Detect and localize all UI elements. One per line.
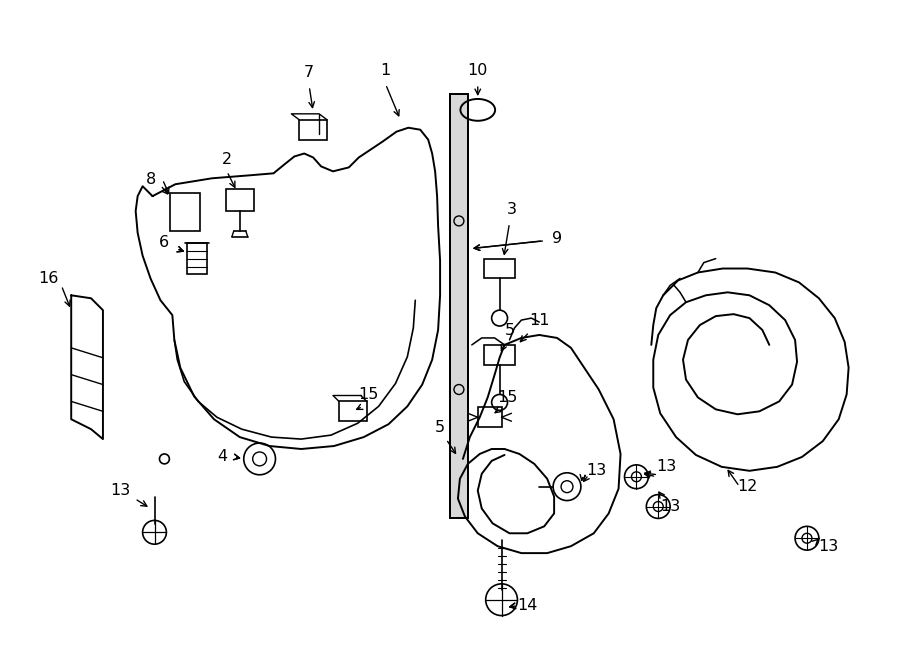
Bar	[483, 258, 516, 278]
Text: 11: 11	[529, 313, 550, 328]
Text: 10: 10	[468, 63, 488, 78]
Text: 13: 13	[660, 499, 680, 514]
Bar	[300, 120, 327, 139]
Bar	[170, 193, 200, 231]
Text: 9: 9	[552, 231, 562, 247]
Bar	[483, 345, 516, 365]
Text: 5: 5	[435, 420, 446, 435]
Text: 13: 13	[819, 539, 839, 554]
Text: 7: 7	[304, 65, 314, 80]
Bar	[187, 243, 207, 274]
Text: 13: 13	[656, 459, 676, 475]
Text: 13: 13	[111, 483, 130, 498]
Text: 14: 14	[518, 598, 537, 613]
Bar	[339, 401, 366, 421]
Text: 1: 1	[381, 63, 391, 78]
Text: 15: 15	[358, 387, 379, 402]
Text: 15: 15	[498, 390, 518, 405]
Text: 12: 12	[737, 479, 758, 494]
Bar	[478, 407, 501, 427]
Bar	[226, 189, 254, 211]
Bar	[450, 94, 468, 518]
Text: 13: 13	[587, 463, 607, 479]
Text: 3: 3	[507, 202, 517, 217]
Text: 6: 6	[159, 235, 169, 251]
Text: 8: 8	[146, 172, 156, 187]
Text: 2: 2	[221, 152, 232, 167]
Text: 4: 4	[217, 449, 227, 465]
Text: 5: 5	[504, 323, 515, 338]
Text: 16: 16	[38, 271, 58, 286]
